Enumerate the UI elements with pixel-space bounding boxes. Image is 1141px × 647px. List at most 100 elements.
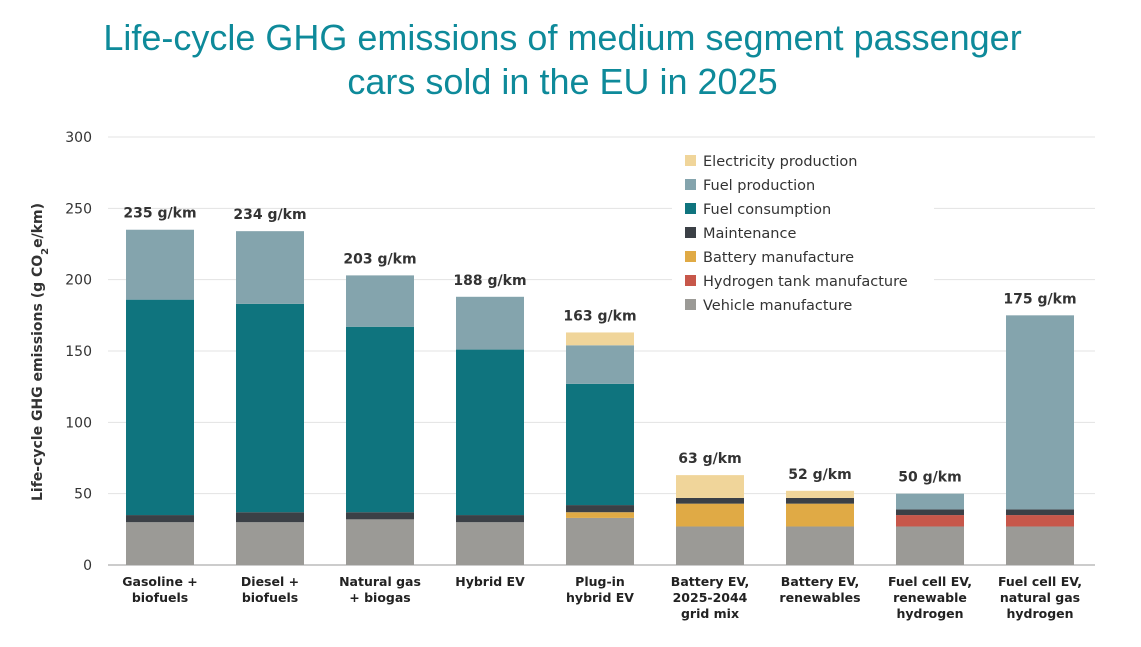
x-category-label: Natural gas + biogas [339, 574, 421, 605]
bar-segment-fuel-consumption [346, 326, 414, 513]
total-label: 203 g/km [343, 251, 416, 267]
legend-item: Vehicle manufacture [685, 298, 852, 314]
bar-segment-vehicle-manufacture [456, 522, 524, 565]
chart-title: Life-cycle GHG emissions of medium segme… [0, 16, 1125, 104]
x-category-label-line: natural gas [1000, 590, 1080, 605]
chart-title-line-2: cars sold in the EU in 2025 [347, 61, 778, 102]
legend-label: Fuel consumption [703, 202, 831, 218]
legend-item: Electricity production [685, 154, 858, 170]
bar-segment-fuel-production [566, 345, 634, 384]
x-category-label: Plug-in hybrid EV [566, 574, 634, 605]
legend: Electricity production Fuel production Fue… [672, 146, 934, 320]
legend-label: Hydrogen tank manufacture [703, 274, 908, 290]
chart-title-line-1: Life-cycle GHG emissions of medium segme… [103, 17, 1022, 58]
bar-stack [346, 275, 414, 565]
bar-stack [1006, 315, 1074, 565]
bar-segment-battery-manufacture [786, 503, 854, 527]
y-axis-label-part-2: e/km) [30, 203, 46, 248]
x-category-label-line: Fuel cell EV, [998, 574, 1082, 589]
bar-segment-vehicle-manufacture [126, 522, 194, 565]
x-category-label: Fuel cell EV, renewable hydrogen [888, 574, 972, 621]
x-category-label: Fuel cell EV, natural gas hydrogen [998, 574, 1082, 621]
x-category-label-line: grid mix [681, 606, 739, 621]
bar-segment-vehicle-manufacture [1006, 526, 1074, 565]
x-category-label: Battery EV, renewables [779, 574, 860, 605]
bar-segment-fuel-production [1006, 315, 1074, 510]
x-category-label-line: biofuels [132, 590, 188, 605]
bar-segment-vehicle-manufacture [566, 517, 634, 565]
bar-segment-maintenance [676, 497, 744, 504]
x-category-label-line: hydrogen [1006, 606, 1073, 621]
legend-item: Hydrogen tank manufacture [685, 274, 908, 290]
legend-swatch [685, 155, 696, 166]
legend-label: Electricity production [703, 154, 858, 170]
legend-background [672, 146, 934, 320]
x-axis-categories: Gasoline + biofuels Diesel + biofuels Natura… [122, 574, 1082, 621]
bar-stack [456, 296, 524, 565]
legend-item: Battery manufacture [685, 250, 854, 266]
total-label: 50 g/km [898, 470, 961, 486]
x-category-label-line: biofuels [242, 590, 298, 605]
total-label: 175 g/km [1003, 291, 1076, 307]
total-labels: 235 g/km 234 g/km 203 g/km 188 g/km 163 g/km… [123, 206, 1076, 486]
legend-swatch [685, 203, 696, 214]
x-category-label-line: renewables [779, 590, 860, 605]
x-category-label-line: Battery EV, [671, 574, 749, 589]
x-category-label-line: renewable [893, 590, 967, 605]
y-tick-label: 250 [65, 201, 92, 217]
legend-swatch [685, 227, 696, 238]
bar-segment-battery-manufacture [676, 503, 744, 527]
total-label: 234 g/km [233, 207, 306, 223]
bar-segment-fuel-consumption [236, 303, 304, 513]
legend-swatch [685, 299, 696, 310]
y-axis-ticks: 0 50 100 150 200 250 300 [65, 130, 92, 574]
bar-stack [786, 490, 854, 565]
total-label: 63 g/km [678, 451, 741, 467]
bar-segment-fuel-production [346, 275, 414, 327]
bar-segment-maintenance [236, 512, 304, 523]
x-category-label-line: + biogas [349, 590, 410, 605]
bar-segment-vehicle-manufacture [896, 526, 964, 565]
bar-segment-vehicle-manufacture [346, 519, 414, 565]
x-category-label-line: Battery EV, [781, 574, 859, 589]
bar-stack [236, 231, 304, 565]
y-axis-label-subscript: 2 [40, 248, 51, 255]
bar-segment-fuel-consumption [126, 299, 194, 516]
x-category-label-line: 2025-2044 [673, 590, 748, 605]
bar-segment-fuel-production [126, 229, 194, 300]
bar-segment-fuel-production [896, 493, 964, 510]
legend-label: Battery manufacture [703, 250, 854, 266]
legend-label: Fuel production [703, 178, 815, 194]
bar-segment-vehicle-manufacture [236, 522, 304, 565]
y-tick-label: 100 [65, 415, 92, 431]
x-category-label-line: hybrid EV [566, 590, 634, 605]
y-axis-label-part-1: Life-cycle GHG emissions (g CO [30, 255, 46, 501]
x-category-label: Diesel + biofuels [241, 574, 299, 605]
bar-segment-maintenance [126, 515, 194, 523]
bar-segment-hydrogen-tank-manufacture [896, 515, 964, 527]
bar-segment-electricity-production [566, 332, 634, 346]
legend-swatch [685, 179, 696, 190]
y-tick-label: 0 [83, 558, 92, 574]
bar-segment-maintenance [346, 512, 414, 520]
y-tick-label: 300 [65, 130, 92, 146]
legend-item: Fuel consumption [685, 202, 831, 218]
bars [126, 229, 1074, 565]
total-label: 163 g/km [563, 308, 636, 324]
bar-segment-electricity-production [786, 490, 854, 498]
total-label: 52 g/km [788, 467, 851, 483]
bar-stack [676, 475, 744, 565]
x-category-label: Gasoline + biofuels [122, 574, 198, 605]
bar-segment-fuel-consumption [456, 349, 524, 516]
legend-item: Maintenance [685, 226, 796, 242]
bar-segment-electricity-production [676, 475, 744, 498]
bar-stack [126, 229, 194, 565]
bar-segment-vehicle-manufacture [676, 526, 744, 565]
total-label: 235 g/km [123, 206, 196, 222]
bar-stack [566, 332, 634, 565]
bar-segment-maintenance [786, 497, 854, 504]
x-category-label-line: Hybrid EV [455, 574, 525, 589]
bar-segment-maintenance [896, 509, 964, 516]
bar-segment-hydrogen-tank-manufacture [1006, 515, 1074, 527]
